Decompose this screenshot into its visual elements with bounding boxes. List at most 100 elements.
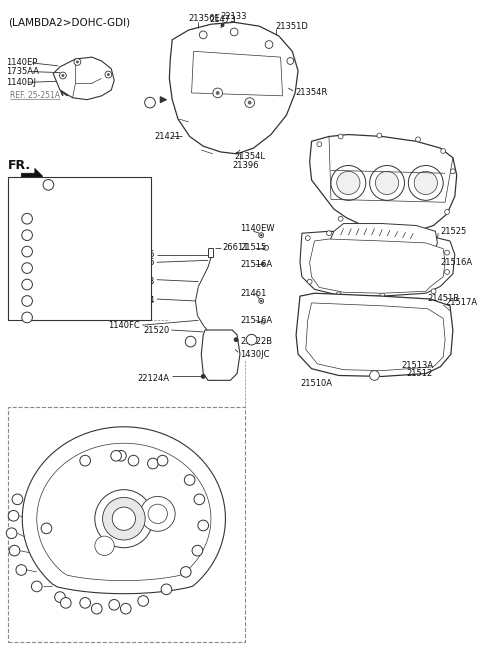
Circle shape xyxy=(144,97,156,108)
Circle shape xyxy=(338,134,343,139)
Circle shape xyxy=(216,91,220,95)
Text: b: b xyxy=(58,593,62,601)
Circle shape xyxy=(16,565,26,576)
Circle shape xyxy=(248,101,252,104)
Text: 1140EB: 1140EB xyxy=(75,230,110,240)
Text: 21517A: 21517A xyxy=(445,298,477,308)
Circle shape xyxy=(80,455,90,466)
Text: SYMBOL: SYMBOL xyxy=(13,195,50,204)
Circle shape xyxy=(95,536,114,556)
Text: d: d xyxy=(24,263,30,273)
Circle shape xyxy=(259,233,264,238)
Text: f: f xyxy=(152,459,154,468)
Circle shape xyxy=(336,292,341,296)
Circle shape xyxy=(431,258,436,263)
Text: b: b xyxy=(164,585,169,594)
Circle shape xyxy=(80,597,90,609)
Circle shape xyxy=(92,603,102,614)
Text: 26611: 26611 xyxy=(223,244,249,252)
Text: 21461: 21461 xyxy=(240,288,266,298)
Circle shape xyxy=(213,88,223,98)
Text: 1140EZ: 1140EZ xyxy=(75,263,110,273)
Text: 21525: 21525 xyxy=(440,227,467,236)
Text: b: b xyxy=(183,568,188,576)
Circle shape xyxy=(60,597,71,609)
Circle shape xyxy=(107,73,110,76)
Polygon shape xyxy=(169,22,298,154)
Circle shape xyxy=(22,296,33,306)
Circle shape xyxy=(287,57,294,65)
Circle shape xyxy=(331,166,366,201)
Circle shape xyxy=(74,59,81,65)
Circle shape xyxy=(41,523,52,534)
Circle shape xyxy=(375,172,399,195)
Circle shape xyxy=(245,98,254,108)
Text: b: b xyxy=(112,601,117,609)
Text: b: b xyxy=(83,599,87,607)
Circle shape xyxy=(444,250,449,255)
Text: b: b xyxy=(197,495,202,504)
Text: 21515: 21515 xyxy=(240,244,266,252)
Text: e: e xyxy=(63,599,68,607)
Text: e: e xyxy=(95,604,99,613)
Circle shape xyxy=(148,504,168,523)
Ellipse shape xyxy=(201,51,274,95)
Circle shape xyxy=(138,595,148,607)
Circle shape xyxy=(12,494,23,505)
Circle shape xyxy=(120,603,131,614)
Circle shape xyxy=(380,293,384,298)
Circle shape xyxy=(95,490,153,548)
Text: a: a xyxy=(24,214,29,223)
Circle shape xyxy=(265,41,273,48)
Polygon shape xyxy=(53,57,114,100)
Text: 21513A: 21513A xyxy=(402,361,434,370)
Circle shape xyxy=(450,169,456,174)
Text: a: a xyxy=(15,495,20,504)
Circle shape xyxy=(57,533,61,538)
Polygon shape xyxy=(21,168,43,184)
Circle shape xyxy=(180,566,191,578)
Circle shape xyxy=(261,320,265,324)
Circle shape xyxy=(109,599,120,610)
Circle shape xyxy=(6,528,17,539)
Circle shape xyxy=(262,263,264,265)
Text: 1140FC: 1140FC xyxy=(108,321,140,329)
Circle shape xyxy=(131,457,136,462)
Text: d: d xyxy=(44,524,49,533)
Circle shape xyxy=(112,457,117,462)
Text: 21520: 21520 xyxy=(143,325,169,335)
Circle shape xyxy=(264,246,268,250)
Circle shape xyxy=(246,335,257,345)
Polygon shape xyxy=(37,444,211,581)
Circle shape xyxy=(98,554,102,558)
Circle shape xyxy=(201,374,205,379)
Circle shape xyxy=(428,237,433,242)
Circle shape xyxy=(414,172,437,195)
Text: FR.: FR. xyxy=(8,159,31,172)
Circle shape xyxy=(166,562,170,566)
Text: 1140CG: 1140CG xyxy=(75,214,112,223)
Circle shape xyxy=(198,520,208,531)
Circle shape xyxy=(166,471,170,476)
Circle shape xyxy=(105,71,112,78)
Text: PNC: PNC xyxy=(77,195,96,204)
Circle shape xyxy=(416,228,420,233)
Circle shape xyxy=(199,31,207,39)
Circle shape xyxy=(22,312,33,323)
Circle shape xyxy=(380,233,384,238)
Text: c: c xyxy=(25,247,29,256)
Circle shape xyxy=(338,216,343,221)
Text: e: e xyxy=(25,280,29,289)
Circle shape xyxy=(140,496,175,531)
Circle shape xyxy=(136,558,140,562)
Circle shape xyxy=(444,209,449,214)
Circle shape xyxy=(156,512,160,516)
Text: b: b xyxy=(195,546,200,555)
Text: 1140EX: 1140EX xyxy=(75,247,110,256)
Circle shape xyxy=(260,300,263,302)
Text: f: f xyxy=(26,296,28,306)
Text: A: A xyxy=(46,180,51,189)
Circle shape xyxy=(377,230,382,235)
Bar xyxy=(8,177,151,320)
Circle shape xyxy=(112,507,135,530)
